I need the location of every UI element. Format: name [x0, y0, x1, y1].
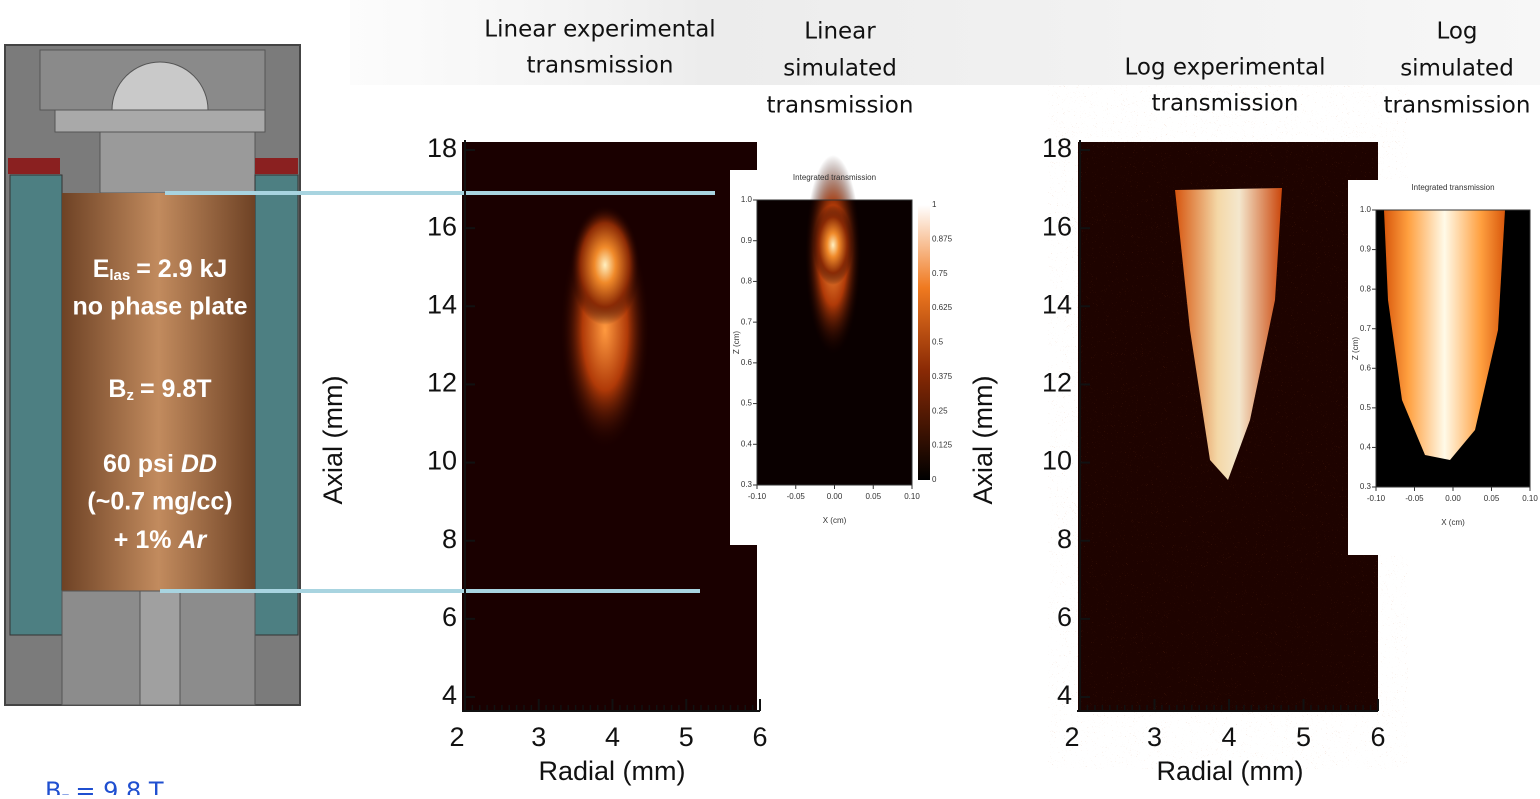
inset-x-label: X (cm) — [1441, 518, 1465, 527]
y-tick-label: 10 — [427, 446, 457, 476]
plume — [570, 205, 640, 325]
inset-x-label: X (cm) — [823, 516, 847, 525]
plume — [1175, 188, 1282, 480]
energy: Elas = 2.9 kJ — [93, 255, 228, 284]
inset-y-tick-label: 0.7 — [741, 317, 753, 326]
inset-x-tick-label: -0.05 — [1405, 494, 1424, 503]
inset-y-tick-label: 0.7 — [1360, 324, 1372, 333]
x-tick-label: 4 — [1221, 722, 1236, 752]
inset-y-tick-label: 0.8 — [1360, 284, 1372, 293]
panel-title: simulated — [1400, 56, 1514, 82]
x-axis-label: Radial (mm) — [1156, 756, 1303, 786]
y-tick-label: 12 — [1042, 368, 1072, 398]
colorbar-tick-label: 0.75 — [932, 269, 948, 278]
inset-y-label: Z (cm) — [732, 331, 741, 354]
colorbar-tick-label: 0.25 — [932, 406, 948, 415]
density: (~0.7 mg/cc) — [87, 488, 232, 516]
inset-y-tick-label: 0.4 — [741, 439, 753, 448]
y-tick-label: 16 — [1042, 211, 1072, 241]
gas: 60 psi DD — [103, 450, 217, 478]
inset-title: Integrated transmission — [1411, 183, 1494, 192]
inset-x-tick-label: 0.05 — [1484, 494, 1500, 503]
panel-title: transmission — [1384, 93, 1531, 119]
colorbar-tick-label: 0.5 — [932, 338, 944, 347]
x-axis-label: Radial (mm) — [538, 756, 685, 786]
panel-title: Log — [1436, 19, 1477, 45]
panel-title: Linear — [804, 19, 876, 45]
panel-title: simulated — [783, 56, 897, 82]
x-tick-label: 6 — [752, 722, 767, 752]
inset-x-tick-label: -0.10 — [748, 492, 767, 501]
y-tick-label: 12 — [427, 368, 457, 398]
inset-y-tick-label: 0.5 — [741, 399, 753, 408]
x-tick-label: 2 — [449, 722, 464, 752]
inset-title: Integrated transmission — [793, 173, 876, 182]
inset-x-tick-label: -0.10 — [1367, 494, 1386, 503]
inset-x-tick-label: -0.05 — [787, 492, 806, 501]
x-tick-label: 4 — [605, 722, 620, 752]
panel-title: Linear experimental — [484, 17, 715, 43]
colorbar-tick-label: 0 — [932, 475, 937, 484]
colorbar-tick-label: 0.375 — [932, 372, 953, 381]
colorbar-tick-label: 1 — [932, 200, 937, 209]
colorbar-tick-label: 0.625 — [932, 303, 953, 312]
footer: Bz= 9.8 T — [45, 777, 164, 795]
y-tick-label: 4 — [1057, 680, 1072, 710]
y-tick-label: 16 — [427, 211, 457, 241]
y-tick-label: 18 — [1042, 133, 1072, 163]
inset-x-tick-label: 0.10 — [1522, 494, 1538, 503]
x-tick-label: 3 — [531, 722, 546, 752]
y-tick-label: 10 — [1042, 446, 1072, 476]
colorbar-tick-label: 0.875 — [932, 234, 953, 243]
y-axis-label: Axial (mm) — [968, 376, 998, 505]
y-tick-label: 6 — [1057, 602, 1072, 632]
inset-x-tick-label: 0.00 — [827, 492, 843, 501]
inset-y-tick-label: 0.9 — [1360, 245, 1372, 254]
field: Bz = 9.8T — [108, 375, 211, 404]
inset-x-tick-label: 0.05 — [865, 492, 881, 501]
inset-y-tick-label: 0.6 — [1360, 363, 1372, 372]
y-tick-label: 8 — [442, 524, 457, 554]
phase-plate: no phase plate — [72, 293, 247, 321]
inset-y-tick-label: 0.3 — [1360, 482, 1372, 491]
inset-x-tick-label: 0.00 — [1445, 494, 1461, 503]
panel-title: transmission — [1152, 91, 1299, 117]
x-tick-label: 5 — [679, 722, 694, 752]
inset-y-tick-label: 0.4 — [1360, 443, 1372, 452]
colorbar — [918, 205, 930, 480]
inset-y-tick-label: 0.3 — [741, 480, 753, 489]
y-axis-label: Axial (mm) — [318, 376, 348, 505]
inset-y-tick-label: 0.8 — [741, 277, 753, 286]
inset-x-tick-label: 0.10 — [904, 492, 920, 501]
y-tick-label: 4 — [442, 680, 457, 710]
panel-title: transmission — [767, 93, 914, 119]
inset-y-label: Z (cm) — [1351, 337, 1360, 360]
target-diagram — [4, 44, 301, 706]
inset-y-tick-label: 1.0 — [1360, 205, 1372, 214]
inset-y-tick-label: 1.0 — [741, 195, 753, 204]
y-tick-label: 14 — [427, 289, 457, 319]
y-tick-label: 8 — [1057, 524, 1072, 554]
dopant: + 1% Ar — [114, 526, 208, 554]
panel-title: Log experimental — [1125, 55, 1326, 81]
plume — [1384, 210, 1505, 460]
inset-y-tick-label: 0.5 — [1360, 403, 1372, 412]
header-band — [350, 0, 1540, 85]
y-tick-label: 6 — [442, 602, 457, 632]
inset-y-tick-label: 0.9 — [741, 236, 753, 245]
y-tick-label: 14 — [1042, 289, 1072, 319]
x-tick-label: 2 — [1064, 722, 1079, 752]
colorbar-tick-label: 0.125 — [932, 441, 953, 450]
x-tick-label: 6 — [1370, 722, 1385, 752]
x-tick-label: 3 — [1147, 722, 1162, 752]
panel-title: transmission — [527, 53, 674, 79]
x-tick-label: 5 — [1296, 722, 1311, 752]
y-tick-label: 18 — [427, 133, 457, 163]
inset-y-tick-label: 0.6 — [741, 358, 753, 367]
plume — [813, 205, 853, 285]
